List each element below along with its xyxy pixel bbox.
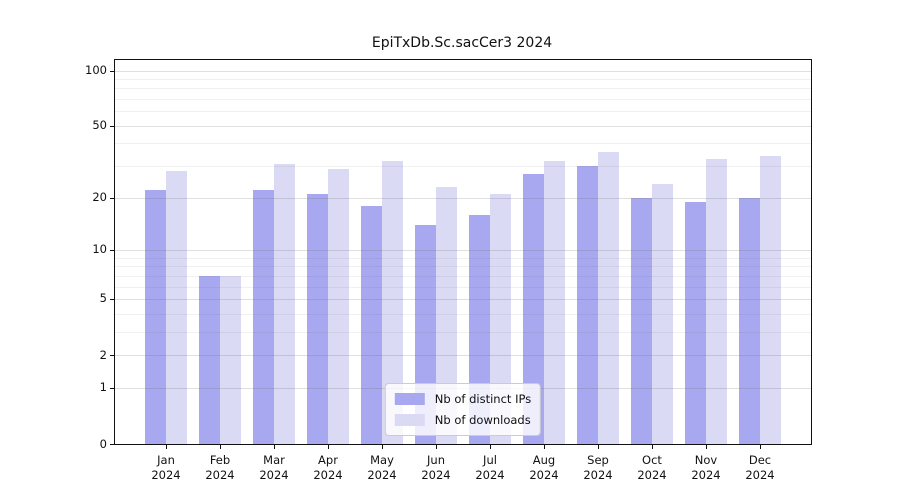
bar-distinct-ips-nov-2024 [685, 201, 706, 444]
legend-label-distinct-ips: Nb of distinct IPs [434, 391, 532, 406]
x-tick-dec-2024 [759, 445, 761, 449]
bar-distinct-ips-sep-2024 [577, 166, 598, 444]
gridline-minor-90 [115, 78, 811, 80]
y-tick-label-50: 50 [92, 118, 107, 133]
x-tick-nov-2024 [705, 445, 707, 449]
gridline-minor-30 [115, 166, 811, 168]
gridline-major-5 [115, 298, 811, 300]
bar-downloads-jun-2024 [436, 186, 457, 444]
y-tick-label-5: 5 [99, 291, 107, 306]
y-tick-20 [110, 197, 114, 199]
bar-distinct-ips-oct-2024 [631, 197, 652, 444]
x-tick-label-feb-2024: Feb 2024 [205, 453, 235, 482]
x-tick-apr-2024 [327, 445, 329, 449]
y-tick-label-2: 2 [99, 347, 107, 362]
x-tick-label-jun-2024: Jun 2024 [421, 453, 451, 482]
bar-distinct-ips-mar-2024 [253, 190, 274, 444]
x-tick-label-aug-2024: Aug 2024 [529, 453, 559, 482]
gridline-minor-7 [115, 275, 811, 277]
legend-label-downloads: Nb of downloads [434, 412, 531, 427]
x-tick-feb-2024 [219, 445, 221, 449]
gridline-major-20 [115, 197, 811, 199]
bar-distinct-ips-dec-2024 [739, 197, 760, 444]
y-tick-2 [110, 355, 114, 357]
bar-distinct-ips-jan-2024 [145, 190, 166, 444]
x-tick-jul-2024 [489, 445, 491, 449]
y-tick-10 [110, 249, 114, 251]
bar-downloads-dec-2024 [760, 156, 781, 444]
bar-downloads-apr-2024 [328, 168, 349, 444]
y-tick-label-100: 100 [85, 63, 107, 77]
legend: Nb of distinct IPs Nb of downloads [384, 383, 542, 436]
gridline-minor-70 [115, 99, 811, 101]
x-tick-mar-2024 [273, 445, 275, 449]
gridline-minor-9 [115, 257, 811, 259]
legend-swatch-distinct-ips [394, 392, 425, 405]
bar-downloads-jul-2024 [490, 193, 511, 444]
y-tick-label-1: 1 [99, 380, 107, 395]
y-tick-label-0: 0 [99, 436, 107, 451]
gridline-minor-6 [115, 286, 811, 288]
bar-downloads-aug-2024 [544, 161, 565, 444]
gridline-minor-80 [115, 88, 811, 90]
x-tick-label-may-2024: May 2024 [367, 453, 397, 482]
gridline-minor-8 [115, 266, 811, 268]
gridline-major-100 [115, 70, 811, 72]
legend-swatch-downloads [394, 413, 425, 426]
x-tick-label-oct-2024: Oct 2024 [637, 453, 667, 482]
x-tick-label-apr-2024: Apr 2024 [313, 453, 343, 482]
bar-downloads-mar-2024 [274, 163, 295, 444]
x-tick-label-dec-2024: Dec 2024 [745, 453, 775, 482]
bar-distinct-ips-feb-2024 [199, 275, 220, 444]
x-tick-jan-2024 [165, 445, 167, 449]
x-tick-label-sep-2024: Sep 2024 [583, 453, 613, 482]
bar-downloads-feb-2024 [220, 275, 241, 444]
legend-item-distinct-ips: Nb of distinct IPs [394, 389, 532, 408]
x-tick-label-jan-2024: Jan 2024 [151, 453, 181, 482]
legend-item-downloads: Nb of downloads [394, 410, 531, 429]
y-tick-5 [110, 298, 114, 300]
gridline-major-10 [115, 249, 811, 251]
bar-downloads-nov-2024 [706, 158, 727, 444]
x-tick-label-mar-2024: Mar 2024 [259, 453, 289, 482]
x-tick-sep-2024 [597, 445, 599, 449]
bar-distinct-ips-aug-2024 [523, 174, 544, 444]
gridline-minor-4 [115, 313, 811, 315]
bar-downloads-sep-2024 [598, 151, 619, 444]
y-tick-label-10: 10 [92, 242, 107, 257]
y-tick-50 [110, 125, 114, 127]
y-tick-label-20: 20 [92, 190, 107, 205]
gridline-minor-40 [115, 143, 811, 145]
y-tick-1 [110, 387, 114, 389]
bar-distinct-ips-apr-2024 [307, 193, 328, 444]
chart-title: EpiTxDb.Sc.sacCer3 2024 [371, 35, 553, 51]
y-tick-0 [110, 444, 114, 445]
gridline-minor-3 [115, 331, 811, 333]
x-tick-label-jul-2024: Jul 2024 [475, 453, 505, 482]
gridline-major-50 [115, 125, 811, 127]
x-tick-may-2024 [381, 445, 383, 449]
gridline-major-2 [115, 355, 811, 357]
x-tick-jun-2024 [435, 445, 437, 449]
bar-downloads-jan-2024 [166, 171, 187, 444]
gridline-minor-60 [115, 111, 811, 113]
bar-distinct-ips-may-2024 [361, 205, 382, 444]
plot-area: Nb of distinct IPs Nb of downloads Jan 2… [85, 59, 812, 482]
bar-downloads-oct-2024 [652, 183, 673, 444]
y-tick-100 [110, 70, 114, 72]
x-tick-aug-2024 [543, 445, 545, 449]
bar-downloads-may-2024 [382, 161, 403, 444]
x-tick-oct-2024 [651, 445, 653, 449]
x-tick-label-nov-2024: Nov 2024 [691, 453, 721, 482]
